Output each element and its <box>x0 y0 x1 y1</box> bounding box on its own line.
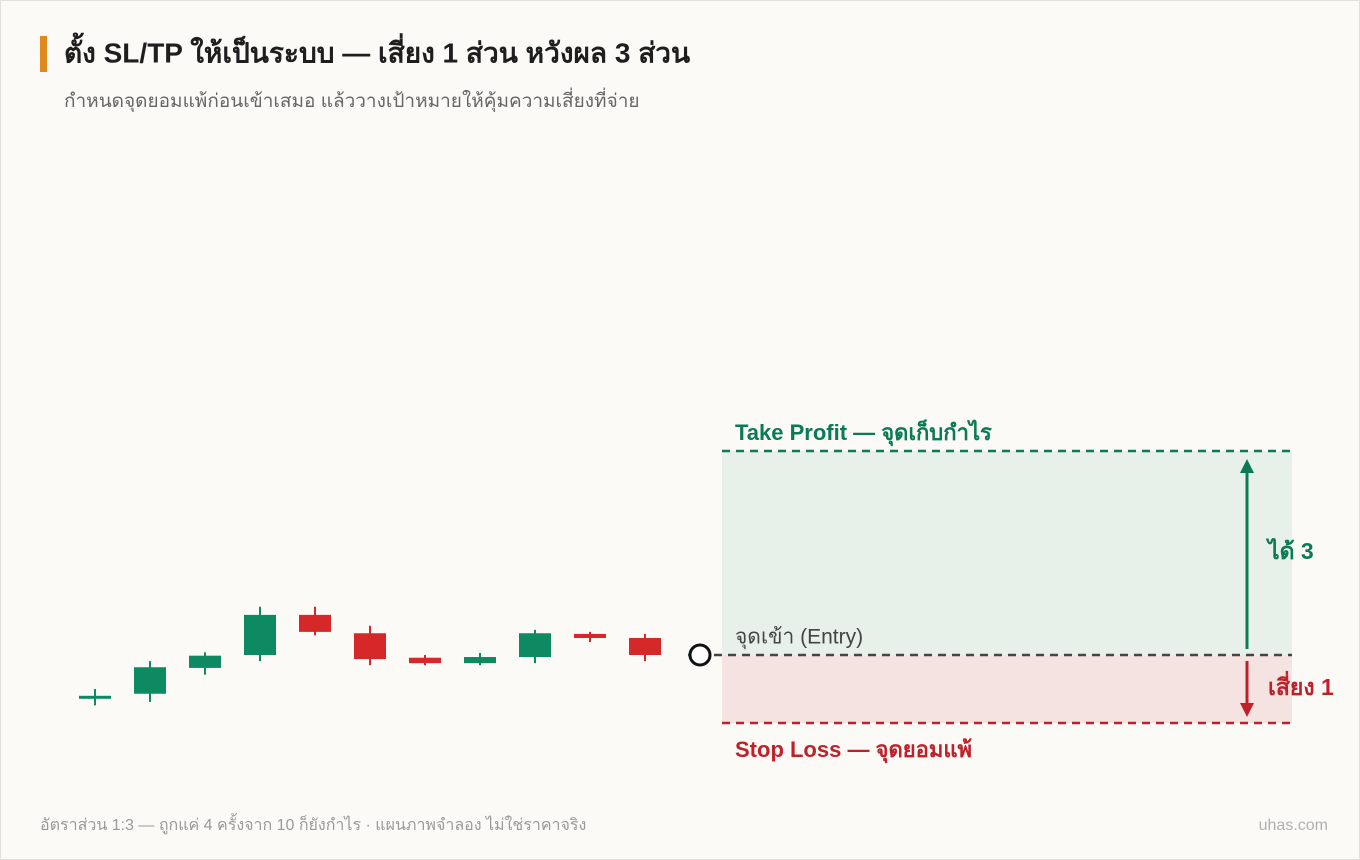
level-label: จุดเข้า (Entry) <box>735 626 863 650</box>
watermark: uhas.com <box>1259 817 1328 834</box>
candle-body <box>299 614 331 632</box>
candle-body <box>409 657 441 664</box>
candle-body <box>79 695 111 699</box>
chart-title: ตั้ง SL/TP ให้เป็นระบบ — เสี่ยง 1 ส่วน ห… <box>64 31 690 68</box>
arrow-head <box>1240 703 1254 717</box>
candle-body <box>464 657 496 664</box>
arrow-head <box>1240 459 1254 473</box>
candle-body <box>134 667 166 694</box>
footer-note: อัตราส่วน 1:3 — ถูกแค่ 4 ครั้งจาก 10 ก็ย… <box>40 813 586 835</box>
reward-zone <box>722 451 1292 655</box>
risk-label: เสี่ยง 1 <box>1268 670 1334 700</box>
title-accent <box>40 36 47 72</box>
candle-body <box>244 614 276 655</box>
candle-body <box>519 633 551 658</box>
chart-subtitle: กำหนดจุดยอมแพ้ก่อนเข้าเสมอ แล้ววางเป้าหม… <box>64 87 640 113</box>
candle-body <box>354 633 386 660</box>
level-label: Stop Loss — จุดยอมแพ้ <box>735 737 972 764</box>
entry-marker <box>688 643 712 667</box>
candle-body <box>189 655 221 668</box>
candle-body <box>629 638 661 655</box>
risk-zone <box>722 655 1292 723</box>
reward-label: ได้ 3 <box>1265 537 1314 564</box>
candle-body <box>574 633 606 638</box>
level-label: Take Profit — จุดเก็บกำไร <box>735 418 992 447</box>
